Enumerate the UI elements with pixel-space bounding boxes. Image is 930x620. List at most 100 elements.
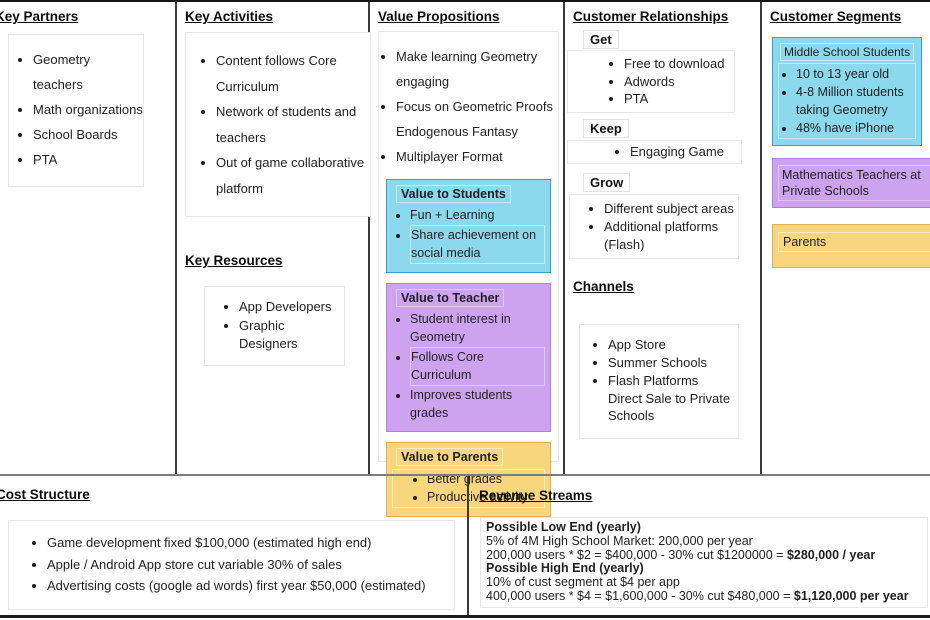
list-item: School Boards — [33, 122, 143, 147]
keep-box: Engaging Game — [567, 140, 742, 165]
list-item: Content follows Core Curriculum — [216, 48, 366, 99]
canvas-top-border — [0, 0, 930, 2]
bottom-row: Cost Structure Game development fixed $1… — [0, 474, 930, 617]
section-value-propositions: Value Propositions Make learning Geometr… — [370, 0, 565, 517]
mathematics-teachers-box: Mathematics Teachers at Private Schools — [772, 158, 930, 208]
customer-relationships-heading: Customer Relationships — [573, 9, 729, 24]
cost-structure-box: Game development fixed $100,000 (estimat… — [8, 520, 455, 610]
list-item: 48% have iPhone — [796, 119, 915, 137]
value-to-teacher-list: Student interest in Geometry Follows Cor… — [392, 310, 545, 423]
grow-label-row: Grow — [583, 173, 760, 193]
channels-heading: Channels — [573, 279, 634, 295]
list-item: Fun + Learning — [410, 206, 545, 225]
canvas-bottom-border — [0, 615, 930, 618]
key-activities-list: Content follows Core Curriculum Network … — [186, 48, 366, 201]
revenue-line: 10% of cust segment at $4 per app — [486, 575, 922, 590]
key-resources-list: App Developers Graphic Designers — [205, 298, 344, 354]
section-revenue-streams: Revenue Streams Possible Low End (yearly… — [467, 476, 930, 617]
grow-list: Different subject areas Additional platf… — [570, 200, 738, 253]
revenue-text: 5% of 4M High School Market: 200,000 per… — [486, 533, 753, 548]
list-item: Additional platforms (Flash) — [604, 218, 738, 253]
key-partners-box: Geometry teachers Math organizations Sch… — [8, 34, 144, 187]
keep-label-row: Keep — [583, 119, 760, 139]
revenue-line: 5% of 4M High School Market: 200,000 per… — [486, 533, 922, 549]
key-resources-box: App Developers Graphic Designers — [204, 286, 345, 366]
revenue-streams-heading: Revenue Streams — [479, 488, 593, 503]
section-cost-structure: Cost Structure Game development fixed $1… — [0, 476, 467, 617]
key-partners-heading: Key Partners — [0, 9, 79, 24]
list-item: Share achievement on social media — [410, 224, 545, 264]
list-item: Focus on Geometric Proofs Endogenous Fan… — [396, 94, 556, 144]
value-propositions-heading: Value Propositions — [378, 9, 500, 24]
cost-structure-list: Game development fixed $100,000 (estimat… — [9, 532, 454, 597]
value-to-teacher-box: Value to Teacher Student interest in Geo… — [386, 282, 551, 432]
list-item: Free to download — [624, 55, 734, 73]
revenue-line: Possible Low End (yearly) — [486, 520, 922, 535]
section-customer-relationships: Customer Relationships Get Free to downl… — [565, 0, 762, 474]
revenue-text: 200,000 users * $2 = $400,000 - 30% cut … — [486, 547, 787, 562]
list-item: Geometry teachers — [33, 47, 143, 97]
keep-label: Keep — [583, 119, 629, 139]
get-list: Free to download Adwords PTA — [568, 55, 734, 108]
middle-school-students-list: 10 to 13 year old 4-8 Million students t… — [779, 65, 915, 137]
mathematics-teachers-text: Mathematics Teachers at Private Schools — [778, 165, 930, 201]
value-to-teacher-title: Value to Teacher — [396, 288, 505, 307]
parents-box: Parents — [772, 224, 930, 268]
get-label: Get — [583, 30, 619, 49]
list-item: Apple / Android App store cut variable 3… — [47, 554, 454, 576]
list-item: 10 to 13 year old — [796, 65, 915, 83]
value-to-parents-title: Value to Parents — [396, 447, 504, 466]
section-customer-segments: Customer Segments Middle School Students… — [762, 0, 930, 474]
list-item: PTA — [624, 90, 734, 108]
list-item: Follows Core Curriculum — [410, 346, 545, 386]
keep-list: Engaging Game — [568, 143, 741, 161]
list-item: Student interest in Geometry — [410, 310, 545, 347]
get-label-row: Get — [583, 30, 760, 49]
list-item: Advertising costs (google ad words) firs… — [47, 575, 454, 597]
cost-structure-heading: Cost Structure — [0, 487, 90, 502]
list-item: Math organizations — [33, 97, 143, 122]
revenue-text-bold: $1,120,000 per year — [793, 588, 909, 603]
revenue-text: 10% of cust segment at $4 per app — [486, 575, 680, 590]
value-propositions-box: Make learning Geometry engaging Focus on… — [378, 31, 559, 517]
key-partners-list: Geometry teachers Math organizations Sch… — [9, 47, 143, 172]
revenue-text-bold: $280,000 / year Possible High End (yearl… — [486, 547, 876, 576]
list-item: Game development fixed $100,000 (estimat… — [47, 532, 454, 554]
list-item: Adwords — [624, 73, 734, 91]
list-item: Improves students grades — [410, 386, 545, 423]
revenue-streams-box: Possible Low End (yearly) 5% of 4M High … — [480, 517, 928, 608]
key-activities-heading: Key Activities — [185, 9, 274, 24]
list-item: Summer Schools — [608, 354, 738, 372]
revenue-line: 400,000 users * $4 = $1,600,000 - 30% cu… — [486, 588, 922, 604]
value-propositions-list: Make learning Geometry engaging Focus on… — [379, 44, 558, 169]
list-item: 4-8 Million students taking Geometry — [796, 83, 915, 119]
list-item: Productive activity — [427, 488, 544, 507]
channels-list: App Store Summer Schools Flash Platforms… — [580, 336, 738, 425]
list-item: Direct Sale to Private Schools — [608, 390, 731, 424]
middle-school-students-box: Middle School Students 10 to 13 year old… — [772, 37, 922, 146]
list-item: Network of students and teachers — [216, 99, 366, 150]
list-item: Multiplayer Format — [396, 144, 556, 169]
list-item: Out of game collaborative platform — [216, 150, 366, 201]
revenue-text-bold: Possible Low End (yearly) — [486, 520, 641, 534]
middle-school-students-body: 10 to 13 year old 4-8 Million students t… — [778, 63, 916, 139]
middle-school-students-title: Middle School Students — [780, 43, 915, 61]
list-item: App Store — [608, 336, 738, 354]
list-item: Graphic Designers — [239, 317, 344, 354]
value-to-students-title: Value to Students — [396, 185, 511, 203]
list-item: Engaging Game — [630, 143, 741, 161]
get-box: Free to download Adwords PTA — [567, 50, 735, 114]
parents-text: Parents — [778, 232, 930, 252]
section-key-partners: Key Partners Geometry teachers Math orga… — [0, 0, 177, 474]
revenue-line: 200,000 users * $2 = $400,000 - 30% cut … — [486, 547, 922, 577]
customer-segments-heading: Customer Segments — [770, 9, 902, 24]
section-key-activities: Key Activities Content follows Core Curr… — [177, 0, 371, 474]
value-to-students-list: Fun + Learning Share achievement on soci… — [392, 206, 545, 264]
list-item: Flash Platforms — [608, 372, 738, 390]
list-item: PTA — [33, 147, 143, 172]
list-item: App Developers — [239, 298, 344, 317]
list-item: Different subject areas — [604, 200, 738, 218]
grow-box: Different subject areas Additional platf… — [569, 194, 739, 260]
channels-box: App Store Summer Schools Flash Platforms… — [579, 324, 739, 440]
